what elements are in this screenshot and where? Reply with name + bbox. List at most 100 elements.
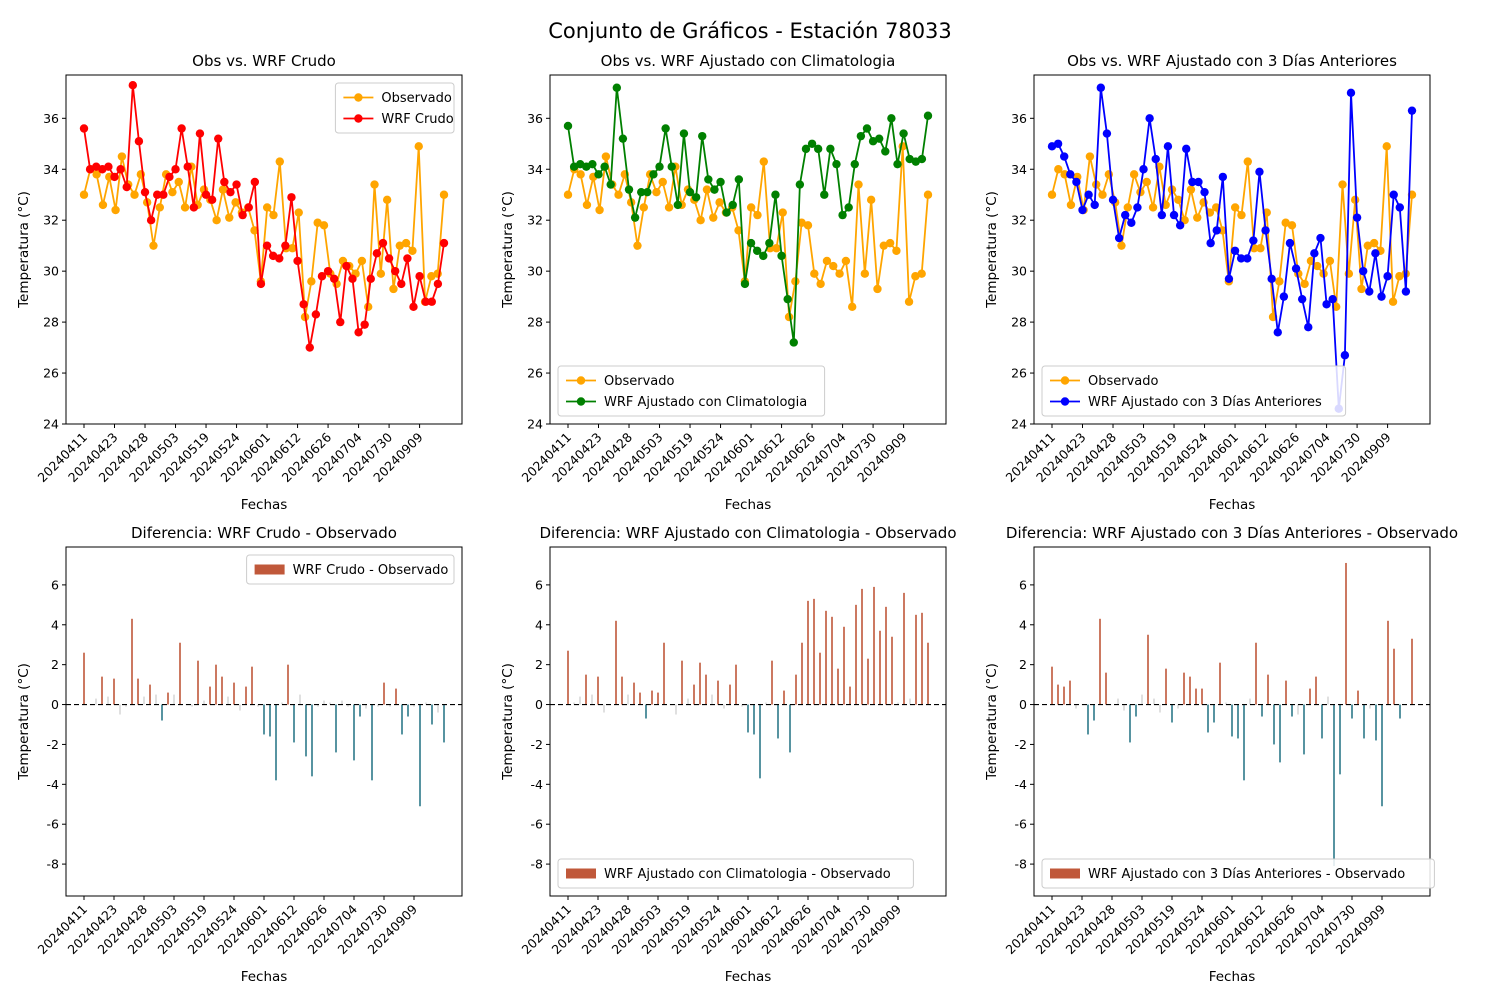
bar [275, 704, 277, 781]
y-axis-label: Temperatura (°C) [16, 191, 32, 309]
data-point [1371, 249, 1380, 258]
data-point [275, 157, 284, 166]
data-point [395, 241, 404, 250]
data-point [1224, 274, 1234, 283]
bar [173, 694, 175, 705]
bar [1243, 704, 1245, 781]
data-point [1322, 300, 1331, 309]
data-point [177, 124, 186, 133]
bar [1411, 638, 1413, 705]
data-point [155, 203, 164, 212]
data-point [594, 170, 603, 179]
y-tick-label: 30 [527, 264, 543, 279]
data-point [789, 338, 798, 347]
data-point [835, 269, 844, 278]
panel-title: Obs vs. WRF Ajustado con 3 Días Anterior… [1067, 52, 1397, 70]
data-point [1066, 200, 1076, 210]
plot-frame [1033, 74, 1431, 425]
data-point [854, 180, 863, 189]
data-point [1085, 152, 1095, 161]
data-point [860, 269, 870, 278]
data-point [183, 162, 192, 171]
x-axis-label: Fechas [725, 969, 772, 985]
bar [443, 704, 445, 743]
y-tick-label: -6 [1015, 817, 1028, 832]
data-point [917, 154, 927, 164]
data-point [807, 139, 817, 148]
data-point [1261, 226, 1270, 235]
bar [125, 704, 127, 707]
legend: Observado WRF Ajustado con 3 Días Anterio… [1041, 365, 1347, 417]
data-point [1078, 205, 1087, 215]
bar [1345, 562, 1347, 705]
bar [897, 702, 899, 705]
legend-swatch [1050, 868, 1080, 879]
bar [849, 686, 851, 705]
data-point [923, 190, 933, 199]
data-point [1194, 177, 1203, 187]
bar [789, 704, 791, 753]
legend-swatch [254, 564, 285, 575]
data-point [614, 190, 623, 199]
bar [179, 642, 181, 705]
data-point [722, 208, 731, 217]
bar [161, 704, 163, 721]
bar [753, 704, 755, 735]
data-point [1328, 294, 1337, 304]
data-point [397, 279, 406, 289]
data-point [299, 300, 308, 309]
data-point [862, 124, 872, 133]
y-tick-label: 26 [527, 366, 543, 381]
y-tick-label: 32 [527, 213, 543, 228]
bar [777, 704, 779, 739]
legend-marker [354, 93, 363, 102]
bar [705, 674, 707, 705]
bar [1159, 704, 1161, 713]
plot-frame [549, 74, 947, 425]
data-point [159, 190, 168, 199]
data-point [1163, 142, 1173, 151]
data-point [439, 238, 449, 248]
bar [1063, 686, 1065, 705]
bar [221, 676, 223, 705]
data-point [1157, 210, 1167, 220]
y-tick-label: -8 [47, 857, 60, 872]
data-point [1285, 238, 1295, 248]
data-point [595, 205, 604, 215]
data-point [116, 165, 125, 174]
data-point [250, 177, 260, 187]
y-tick-label: 2 [1019, 657, 1027, 672]
data-point [801, 144, 811, 154]
bar [131, 618, 133, 705]
data-point [415, 272, 424, 281]
data-point [893, 159, 902, 169]
bar [831, 616, 833, 705]
data-point [1206, 238, 1215, 248]
y-tick-label: 26 [1011, 366, 1027, 381]
bar [819, 652, 821, 705]
bar [1249, 698, 1251, 705]
data-point [134, 137, 144, 146]
data-point [104, 162, 113, 171]
data-point [319, 221, 329, 230]
data-point [1237, 210, 1246, 220]
bar [867, 658, 869, 705]
panel-3: Obs vs. WRF Ajustado con 3 Días Anterior… [984, 52, 1431, 513]
bar [801, 642, 803, 705]
data-point [357, 256, 367, 266]
data-point [1139, 165, 1148, 174]
data-point [1098, 190, 1107, 199]
legend: Observado WRF Ajustado con Climatologia [557, 365, 826, 417]
data-point [885, 238, 895, 248]
y-tick-label: 6 [51, 577, 59, 592]
y-tick-label: -4 [531, 777, 544, 792]
bar [1387, 620, 1389, 705]
bar [1123, 704, 1125, 711]
data-point [685, 187, 695, 197]
data-point [1127, 218, 1136, 227]
bar [759, 704, 761, 779]
data-point [342, 261, 351, 271]
bar [1069, 680, 1071, 705]
bar [717, 680, 719, 705]
data-point [1395, 203, 1404, 212]
